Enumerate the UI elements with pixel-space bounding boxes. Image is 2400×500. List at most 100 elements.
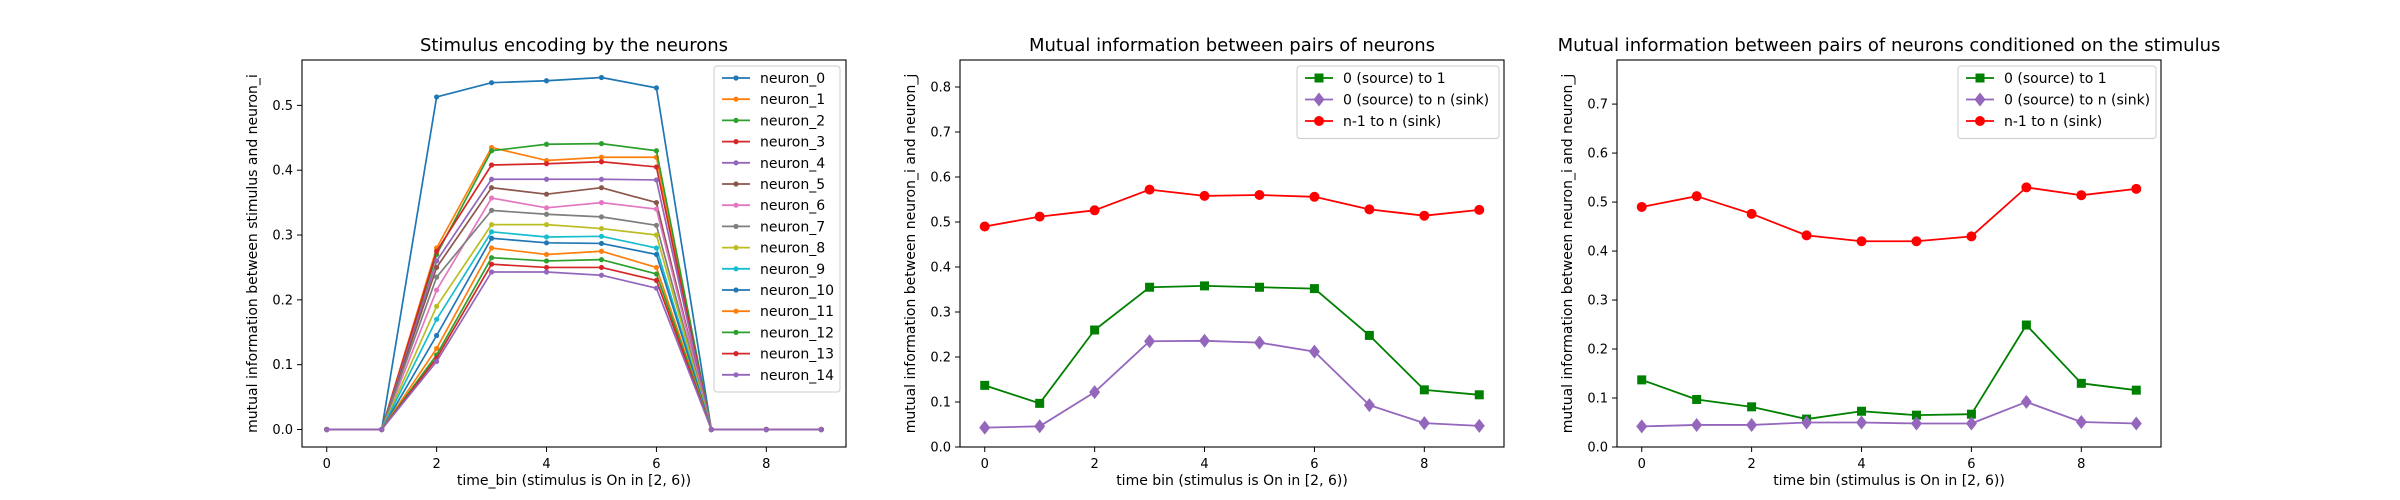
data-point <box>979 420 991 435</box>
data-point <box>1144 184 1155 195</box>
data-point <box>434 332 440 339</box>
plot-area <box>324 74 824 433</box>
data-point <box>543 269 550 275</box>
y-tick-label: 0.7 <box>1587 98 1608 113</box>
legend-entry: 0 (source) to 1 <box>1966 71 2107 87</box>
y-axis-label: mutual information between stimulus and … <box>245 74 261 433</box>
data-point <box>1473 418 1485 433</box>
legend-label: neuron_11 <box>760 304 834 320</box>
data-point <box>2131 385 2141 395</box>
legend-marker <box>733 308 739 314</box>
legend-label: neuron_2 <box>760 113 825 129</box>
data-point <box>434 248 440 254</box>
plot-area <box>979 184 1485 435</box>
series-0 <box>1637 320 2141 424</box>
series-line <box>1641 401 2137 428</box>
data-point <box>1364 204 1375 215</box>
legend-entry: neuron_11 <box>722 304 834 320</box>
data-point <box>434 358 440 365</box>
data-point <box>1636 201 1647 212</box>
data-point <box>488 195 495 201</box>
legend-box <box>1296 65 1500 139</box>
data-point <box>434 316 440 322</box>
data-point <box>1637 375 1647 385</box>
data-point <box>653 164 660 170</box>
data-point <box>543 251 550 258</box>
data-point <box>1910 416 1922 431</box>
data-point <box>488 148 495 154</box>
axes-frame <box>1616 59 2162 448</box>
data-point <box>598 225 605 232</box>
data-point <box>1746 417 1758 432</box>
data-point <box>543 161 550 167</box>
x-tick-label: 8 <box>2077 457 2085 472</box>
data-point <box>488 261 495 267</box>
data-point <box>434 258 440 264</box>
x-tick-label: 2 <box>1747 457 1755 472</box>
data-point <box>1090 325 1100 335</box>
data-point <box>434 345 440 352</box>
data-point <box>488 80 495 86</box>
legend-label: neuron_8 <box>760 241 825 257</box>
data-point <box>1474 204 1485 215</box>
legend-marker <box>1974 92 1986 107</box>
legend-label: neuron_10 <box>760 283 834 299</box>
series-0 <box>980 281 1484 408</box>
data-point <box>324 426 330 433</box>
data-point <box>763 426 769 433</box>
data-point <box>598 257 605 263</box>
data-point <box>598 176 605 182</box>
legend-label: neuron_0 <box>760 71 825 87</box>
data-point <box>488 176 495 182</box>
data-point <box>488 229 495 235</box>
chart-title: Mutual information between pairs of neur… <box>1029 35 1435 56</box>
data-point <box>1965 416 1977 431</box>
legend-label: neuron_1 <box>760 92 825 108</box>
y-tick-label: 0.4 <box>930 261 951 276</box>
data-point <box>653 264 660 271</box>
data-point <box>1419 210 1430 221</box>
data-point <box>1200 281 1210 291</box>
data-point <box>543 222 550 228</box>
y-tick-label: 0.3 <box>272 229 293 244</box>
legend-entry: neuron_8 <box>722 241 825 257</box>
legend-entry: 0 (source) to n (sink) <box>1966 92 2150 109</box>
legend-entry: neuron_12 <box>722 325 834 341</box>
data-point <box>653 200 660 206</box>
data-point <box>434 274 440 280</box>
y-tick-label: 0.5 <box>930 216 951 231</box>
data-point <box>598 159 605 165</box>
x-tick-label: 0 <box>323 457 331 472</box>
data-point <box>1089 385 1101 400</box>
legend-marker <box>733 117 739 123</box>
x-tick-label: 0 <box>981 457 989 472</box>
data-point <box>653 285 660 291</box>
x-tick-label: 6 <box>1967 457 1975 472</box>
data-point <box>1254 190 1265 200</box>
chart-panel-0: Stimulus encoding by the neurons 0 2 4 6 8 0.0… <box>245 35 847 489</box>
y-tick-label: 0.1 <box>930 396 951 411</box>
data-point <box>1966 409 1976 419</box>
data-point <box>1253 335 1265 350</box>
data-point <box>1089 205 1100 216</box>
legend-marker <box>1314 73 1324 83</box>
legend-entry: neuron_9 <box>722 262 825 278</box>
series-line <box>984 188 1480 228</box>
data-point <box>598 233 605 239</box>
y-tick-label: 0.2 <box>1587 343 1608 358</box>
series-1 <box>1636 394 2142 434</box>
data-point <box>598 214 605 220</box>
legend-label: neuron_7 <box>760 219 825 235</box>
data-point <box>543 176 550 182</box>
legend-box <box>1957 65 2157 139</box>
series-2 <box>979 184 1485 232</box>
x-tick-label: 2 <box>1090 457 1098 472</box>
series-2 <box>1636 182 2142 247</box>
legend-label: 0 (source) to 1 <box>2004 71 2107 87</box>
legend-label: neuron_13 <box>760 347 834 363</box>
y-tick-label: 0.0 <box>930 441 951 456</box>
data-point <box>543 240 550 246</box>
legend-entry: n-1 to n (sink) <box>1966 114 2102 130</box>
data-point <box>1145 282 1155 292</box>
